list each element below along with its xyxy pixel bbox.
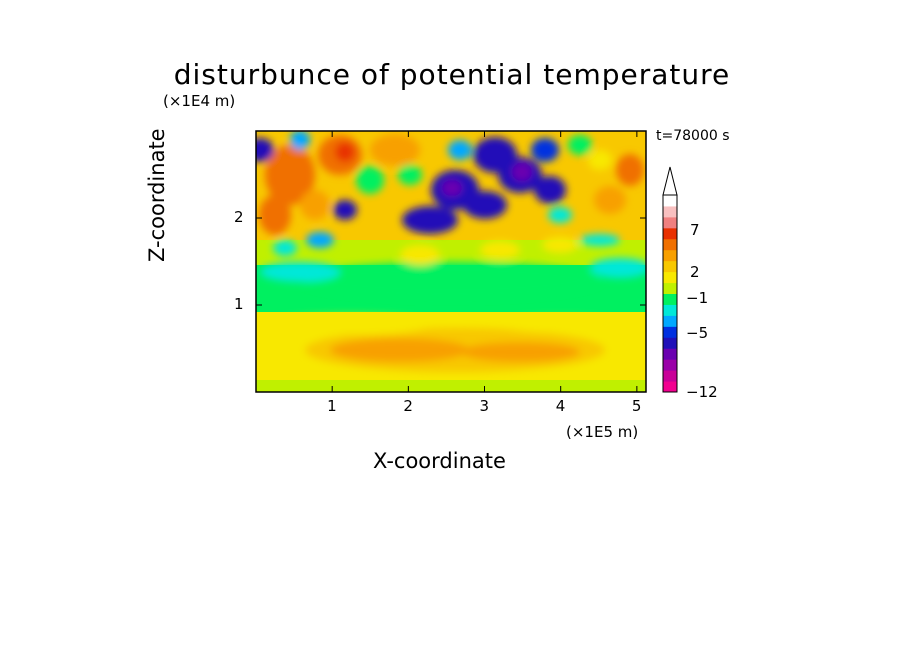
z-tick-label: 2 — [234, 208, 244, 226]
colorbar-swatch — [663, 238, 677, 251]
colorbar-extend-arrow — [662, 166, 678, 196]
colorbar-swatch — [663, 205, 677, 218]
contour-field — [256, 131, 646, 392]
colorbar-swatch — [663, 359, 677, 371]
x-tick-label: 1 — [327, 397, 337, 415]
colorbar-swatch — [663, 216, 677, 229]
x-tick-label: 4 — [555, 397, 566, 415]
x-unit-label: (×1E5 m) — [566, 423, 639, 441]
colorbar-tick-label: −1 — [686, 289, 709, 307]
colorbar — [662, 166, 678, 393]
colorbar-tick-label: −5 — [686, 324, 709, 342]
colorbar-swatch — [663, 326, 677, 338]
colorbar-swatch — [663, 249, 677, 262]
frame-ticks — [256, 131, 646, 392]
colorbar-tick-label: 7 — [690, 221, 700, 239]
time-label: t=78000 s — [656, 128, 730, 144]
colorbar-swatch — [663, 337, 677, 349]
colorbar-tick-label: 2 — [690, 263, 700, 281]
colorbar-swatch — [663, 227, 677, 240]
x-tick-label: 3 — [479, 397, 490, 415]
colorbar-swatch — [663, 315, 677, 327]
y-axis-label: Z-coordinate — [145, 128, 170, 262]
chart-title: disturbunce of potential temperature — [173, 58, 731, 91]
colorbar-swatch — [663, 370, 677, 382]
x-tick-label: 5 — [631, 397, 642, 415]
colorbar-swatch — [663, 260, 677, 273]
colorbar-swatch — [663, 381, 677, 393]
x-axis-label: X-coordinate — [373, 449, 506, 473]
colorbar-swatch — [663, 282, 677, 294]
z-tick-label: 1 — [234, 295, 244, 313]
z-unit-label: (×1E4 m) — [163, 92, 236, 110]
x-tick-label: 2 — [403, 397, 413, 415]
colorbar-swatch — [663, 348, 677, 360]
colorbar-tick-label: −12 — [686, 383, 718, 401]
colorbar-swatch — [663, 195, 677, 207]
colorbar-frame — [662, 194, 678, 393]
colorbar-swatch — [663, 271, 677, 284]
plot-frame — [255, 130, 647, 393]
colorbar-swatch — [663, 293, 677, 305]
colorbar-swatch — [663, 304, 677, 316]
